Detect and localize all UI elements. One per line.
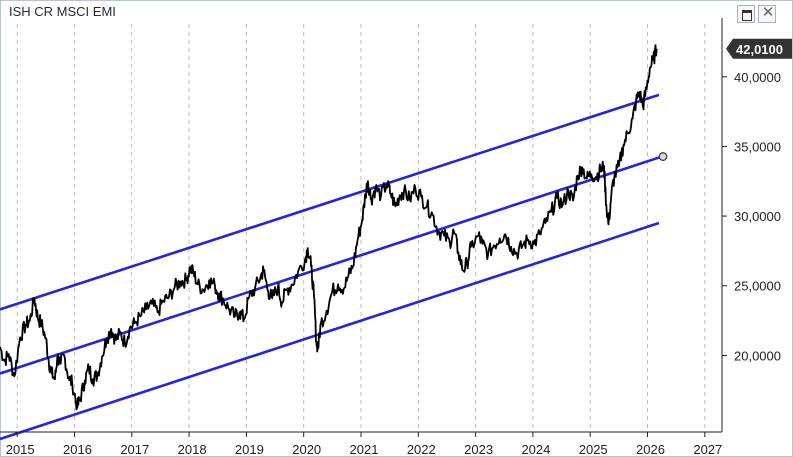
close-icon: ✕	[761, 4, 775, 21]
y-tick-label: 35,0000	[734, 139, 781, 154]
x-tick-label: 2025	[579, 442, 608, 457]
close-button[interactable]: ✕	[758, 4, 776, 23]
x-tick-label: 2015	[6, 442, 35, 457]
y-tick-label: 40,0000	[734, 70, 781, 85]
last-price-label: 42,0100	[736, 42, 783, 57]
x-tick-label: 2018	[178, 442, 207, 457]
x-tick-label: 2022	[407, 442, 436, 457]
x-tick-label: 2019	[235, 442, 264, 457]
channel-handle	[658, 152, 668, 161]
y-tick-label: 20,0000	[734, 348, 781, 363]
y-tick-label: 30,0000	[734, 209, 781, 224]
x-tick-label: 2024	[521, 442, 550, 457]
last-price-badge: 42,0100	[726, 38, 792, 59]
x-tick-label: 2016	[63, 442, 92, 457]
channel-line-upper	[0, 93, 660, 311]
maximize-icon	[742, 10, 752, 21]
trend-channel	[0, 93, 668, 441]
maximize-button[interactable]	[737, 5, 755, 23]
price-series-layer	[0, 44, 658, 411]
last-price-badge-shape	[726, 38, 792, 59]
channel-line-lower	[0, 221, 660, 441]
chart-title: ISH CR MSCI EMI	[9, 4, 116, 19]
y-tick-label: 25,0000	[734, 279, 781, 294]
x-tick-label: 2027	[693, 442, 722, 457]
x-tick-label: 2026	[636, 442, 665, 457]
x-tick-label: 2017	[120, 442, 149, 457]
price-line	[0, 44, 658, 411]
x-tick-label: 2021	[350, 442, 379, 457]
channel-line-middle	[0, 156, 660, 375]
x-tick-label: 2023	[464, 442, 493, 457]
grid-layer	[16, 24, 706, 432]
x-tick-label: 2020	[292, 442, 321, 457]
axes: 20,0000 25,0000 30,0000 35,0000 40,0000 2015 2…	[0, 18, 781, 457]
